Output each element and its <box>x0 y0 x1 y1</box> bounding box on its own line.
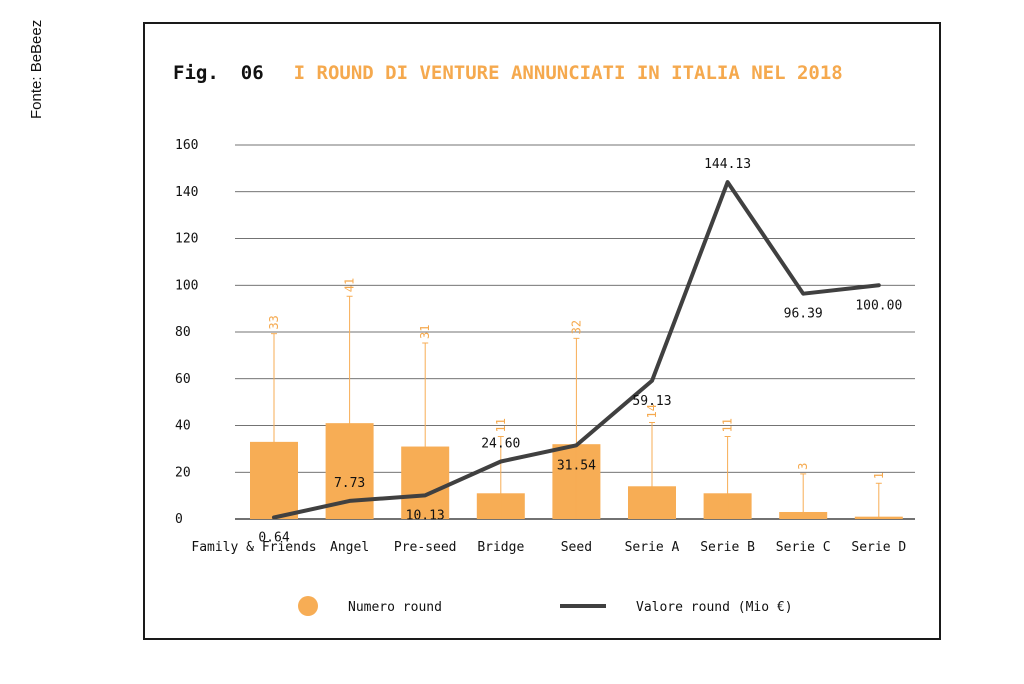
x-tick-label: Serie A <box>625 540 680 555</box>
bar-value-label: 31 <box>418 325 432 339</box>
bar-value-label: 11 <box>494 418 508 432</box>
bar-value-label: 11 <box>721 418 735 432</box>
y-tick-label: 0 <box>175 512 183 527</box>
bar-value-label: 1 <box>872 472 886 479</box>
bar-value-label: 3 <box>796 463 810 470</box>
line-value-label: 0.64 <box>258 531 289 546</box>
line-value-label: 96.39 <box>784 307 823 322</box>
bar-value-label: 33 <box>267 315 281 329</box>
line-value-label: 31.54 <box>557 458 596 473</box>
y-tick-label: 80 <box>175 325 191 340</box>
figure-label: Fig. <box>173 62 219 84</box>
bar-value-label: 14 <box>645 404 659 418</box>
y-tick-label: 120 <box>175 232 198 247</box>
line-value-label: 24.60 <box>481 436 520 451</box>
y-tick-label: 60 <box>175 372 191 387</box>
x-tick-label: Seed <box>561 540 592 555</box>
y-tick-label: 40 <box>175 419 191 434</box>
line-value-label: 59.13 <box>632 394 671 409</box>
x-tick-label: Serie C <box>776 540 831 555</box>
x-axis-ticks: Family & Friends Angel Pre-seed Bridge Seed S… <box>191 540 906 555</box>
x-tick-label: Bridge <box>477 540 524 555</box>
value-line <box>272 180 881 520</box>
y-tick-label: 160 <box>175 138 198 153</box>
line-value-label: 144.13 <box>704 157 751 172</box>
line-series: 0.64 7.73 10.13 24.60 31.54 59.13 144.13 96.39 1… <box>258 157 902 545</box>
bar-value-label: 41 <box>343 278 357 292</box>
x-tick-label: Pre-seed <box>394 540 457 555</box>
legend-label-bars: Numero round <box>348 600 442 615</box>
figure-heading: Fig. 06 I ROUND DI VENTURE ANNUNCIATI IN… <box>173 62 843 92</box>
line-value-label: 7.73 <box>334 476 365 491</box>
figure-number: 06 <box>240 62 264 84</box>
x-tick-label: Family & Friends <box>191 540 316 555</box>
y-tick-label: 140 <box>175 185 198 200</box>
legend-swatch-bars <box>298 596 318 616</box>
x-tick-label: Angel <box>330 540 369 555</box>
figure-frame <box>143 22 941 640</box>
line-value-label: 100.00 <box>855 298 902 313</box>
chart-title: I ROUND DI VENTURE ANNUNCIATI IN ITALIA … <box>293 62 843 84</box>
y-tick-label: 100 <box>175 278 198 293</box>
x-tick-label: Serie D <box>851 540 906 555</box>
legend: Numero round Valore round (Mio €) <box>298 596 793 616</box>
y-axis-ticks: 0 20 40 60 80 100 120 140 160 <box>175 138 198 527</box>
y-tick-label: 20 <box>175 465 191 480</box>
line-value-label: 10.13 <box>406 508 445 523</box>
bar-value-label: 32 <box>569 320 583 334</box>
x-tick-label: Serie B <box>700 540 755 555</box>
legend-label-line: Valore round (Mio €) <box>636 600 793 615</box>
